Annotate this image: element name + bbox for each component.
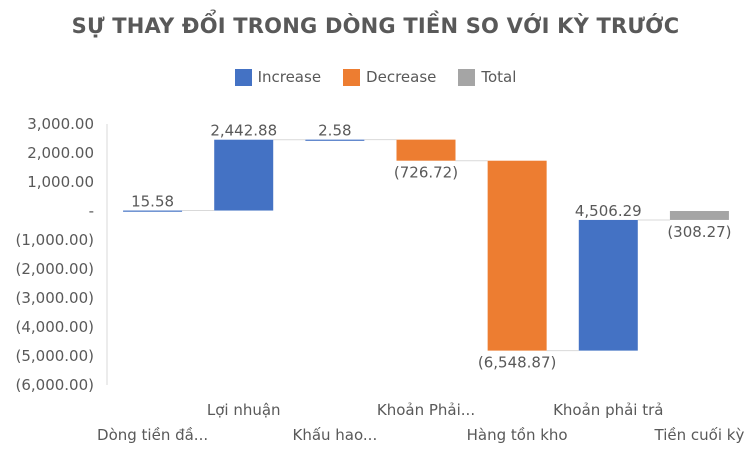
data-label: 2,442.88 — [210, 122, 277, 140]
bars — [123, 139, 729, 351]
bar-decrease — [396, 139, 456, 161]
y-tick-label: 1,000.00 — [27, 173, 94, 191]
y-tick-label: 3,000.00 — [27, 115, 94, 133]
legend-swatch-total — [458, 68, 476, 86]
bar-decrease — [487, 160, 547, 351]
bar-total — [669, 211, 729, 220]
x-category-label: Tiền cuối kỳ — [654, 426, 745, 444]
y-tick-label: - — [89, 202, 94, 220]
bar-increase — [578, 219, 638, 351]
bar-increase — [305, 139, 365, 141]
x-category-label: Hàng tồn kho — [467, 426, 568, 444]
y-tick-label: (6,000.00) — [15, 376, 94, 394]
legend: Increase Decrease Total — [0, 68, 751, 86]
data-labels: 15.58 2,442.88 2.58 (726.72) (6,548.87) 4,506… — [131, 122, 731, 372]
y-tick-label: (2,000.00) — [15, 260, 94, 278]
legend-item-total[interactable]: Total — [458, 68, 516, 86]
legend-swatch-decrease — [343, 68, 361, 86]
x-category-label: Lợi nhuận — [207, 401, 281, 419]
data-label: (726.72) — [394, 164, 458, 182]
legend-label-decrease: Decrease — [366, 68, 437, 86]
y-tick-label: (4,000.00) — [15, 318, 94, 336]
legend-label-total: Total — [481, 68, 517, 86]
x-category-label: Khoản Phải... — [377, 401, 475, 419]
y-tick-label: 2,000.00 — [27, 144, 94, 162]
x-category-label: Dòng tiền đầ... — [97, 426, 208, 444]
legend-item-increase[interactable]: Increase — [234, 68, 322, 86]
data-label: 2.58 — [318, 122, 351, 140]
x-category-label: Khấu hao... — [292, 426, 377, 444]
legend-item-decrease[interactable]: Decrease — [343, 68, 436, 86]
x-category-label: Khoản phải trả — [553, 401, 663, 419]
legend-swatch-increase — [234, 68, 252, 86]
y-tick-label: (3,000.00) — [15, 289, 94, 307]
data-label: (6,548.87) — [478, 354, 557, 372]
connector-lines — [182, 139, 670, 352]
y-tick-label: (5,000.00) — [15, 347, 94, 365]
data-label: 4,506.29 — [575, 202, 642, 220]
bar-increase — [123, 210, 183, 212]
data-label: (308.27) — [667, 223, 731, 241]
chart-title: SỰ THAY ĐỔI TRONG DÒNG TIỀN SO VỚI KỲ TR… — [71, 14, 680, 38]
y-axis: 3,000.00 2,000.00 1,000.00 - (1,000.00) (2,00… — [15, 115, 108, 394]
data-label: 15.58 — [131, 193, 174, 211]
legend-label-increase: Increase — [257, 68, 322, 86]
bar-increase — [214, 139, 274, 211]
y-tick-label: (1,000.00) — [15, 231, 94, 249]
